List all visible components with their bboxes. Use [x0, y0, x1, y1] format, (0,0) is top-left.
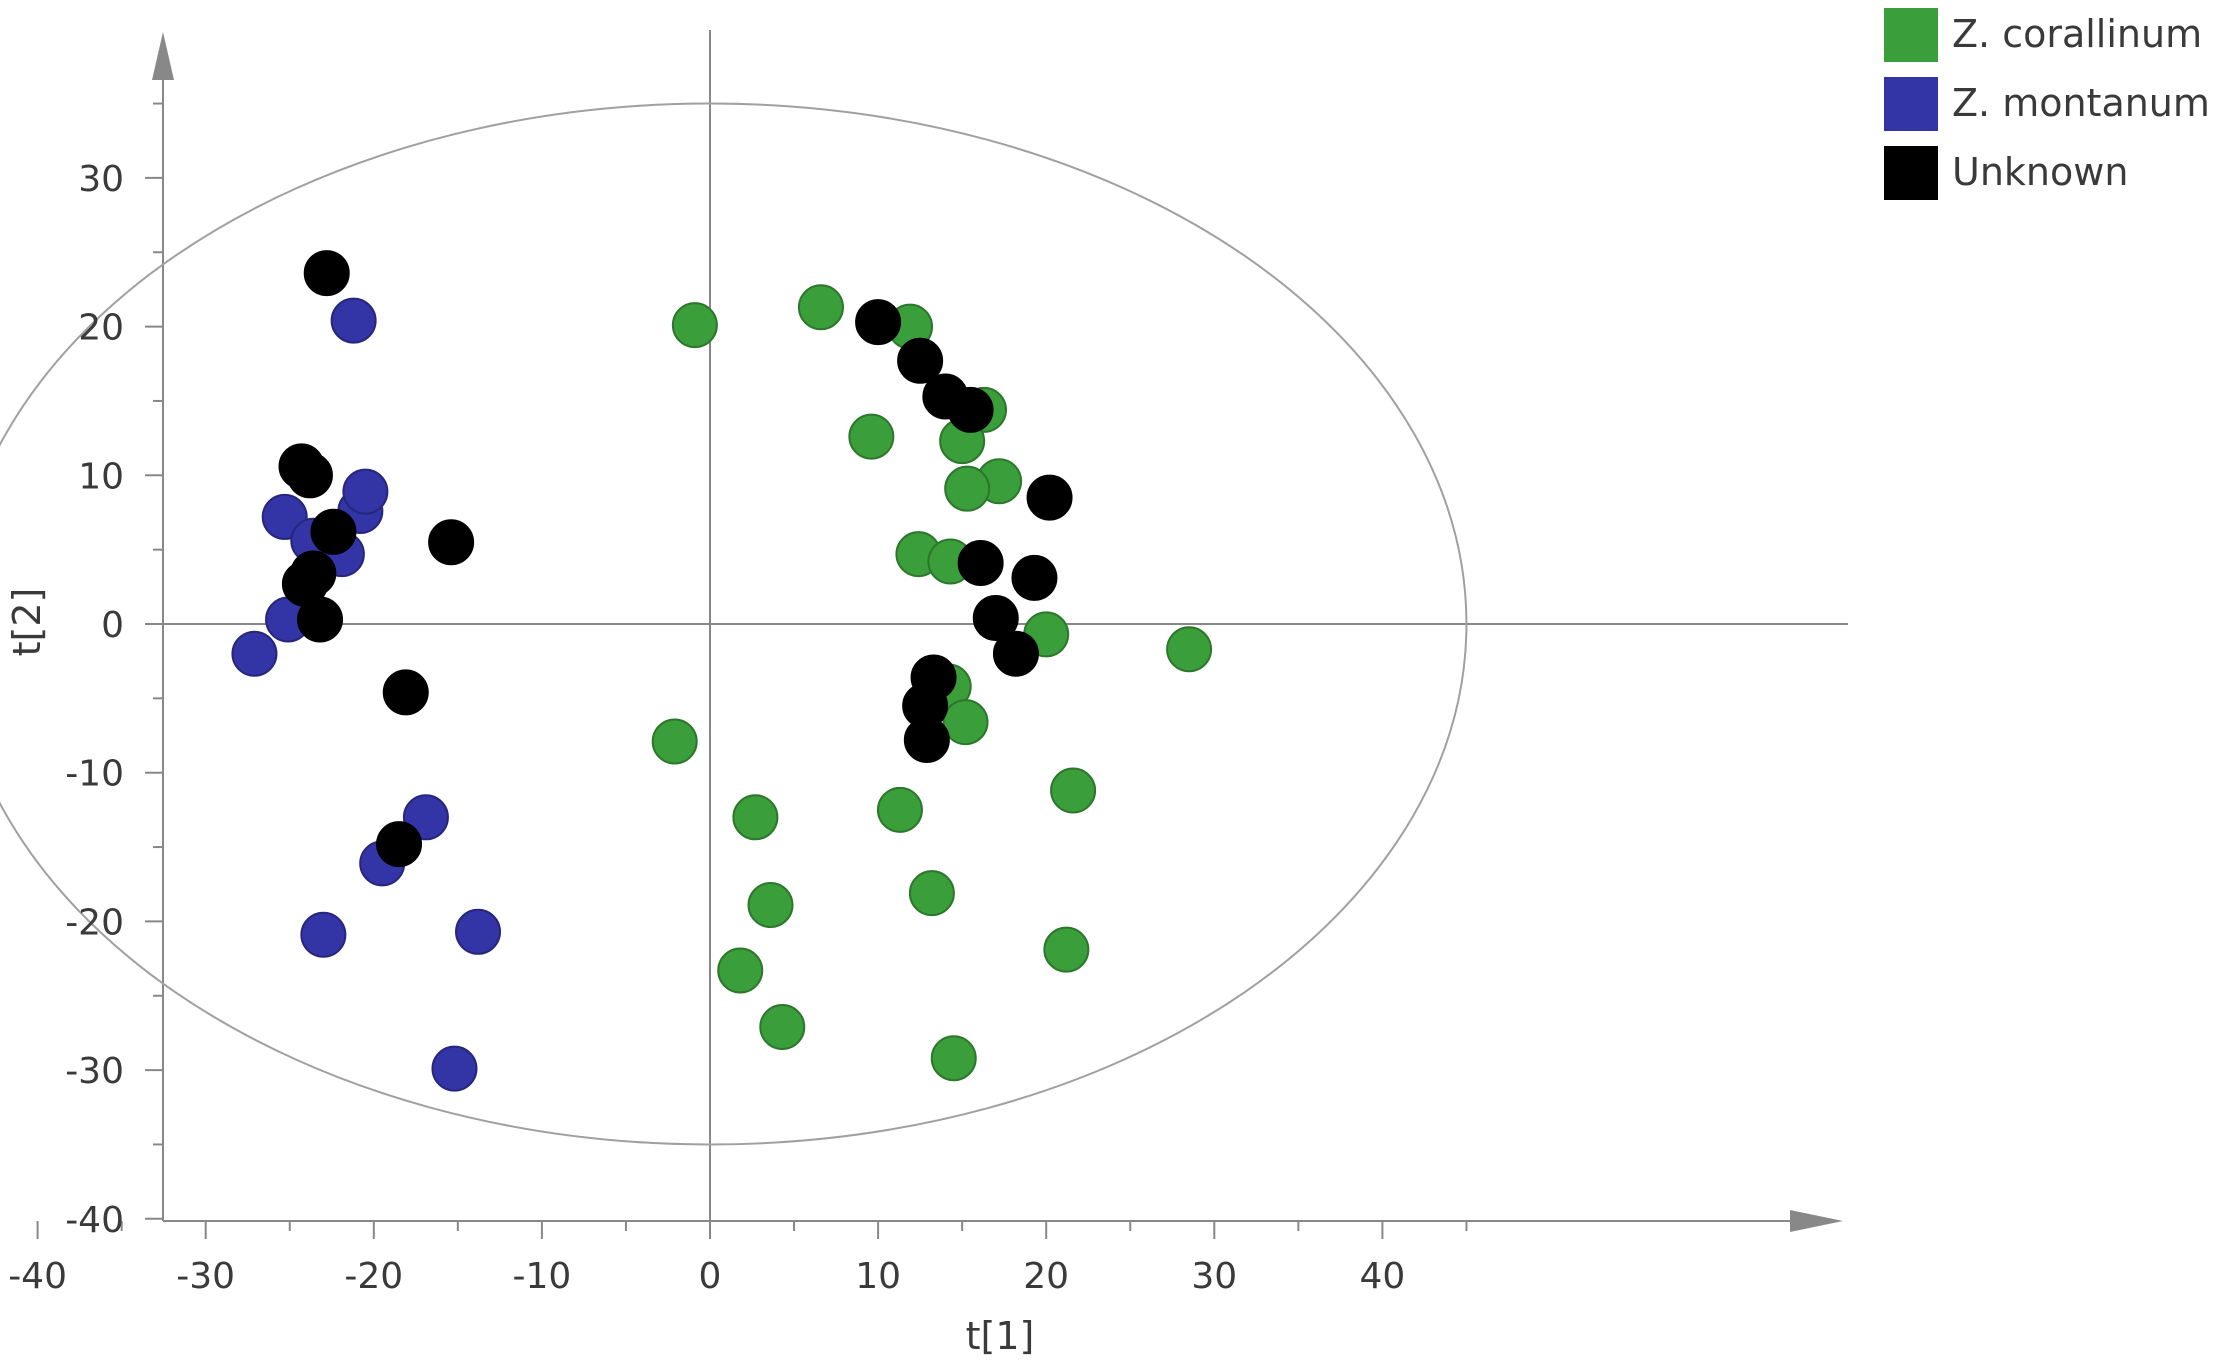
data-point-unknown — [1011, 554, 1058, 601]
data-point-z-montanum — [431, 1045, 478, 1092]
x-tick-label: 10 — [855, 1256, 901, 1297]
x-tick-label: 0 — [699, 1256, 722, 1297]
y-tick-label: -40 — [65, 1200, 124, 1241]
data-point-z-montanum — [231, 630, 278, 677]
legend-label: Z. corallinum — [1952, 12, 2202, 56]
data-point-unknown — [992, 630, 1039, 677]
x-axis-title: t[1] — [966, 1314, 1035, 1358]
x-tick-label: 30 — [1191, 1256, 1237, 1297]
legend-swatch — [1884, 8, 1938, 62]
data-point-unknown — [855, 299, 902, 346]
data-point-z-corallinum — [732, 794, 779, 841]
data-point-z-corallinum — [747, 882, 794, 929]
data-point-z-corallinum — [1166, 626, 1213, 673]
data-point-unknown — [310, 508, 357, 555]
legend-swatch — [1884, 146, 1938, 200]
x-tick-label: -40 — [8, 1256, 67, 1297]
y-axis-title: t[2] — [5, 588, 49, 657]
data-point-z-corallinum — [908, 870, 955, 917]
data-point-unknown — [897, 337, 944, 384]
data-point-z-corallinum — [930, 1035, 977, 1082]
data-point-z-montanum — [342, 468, 389, 515]
data-point-z-corallinum — [1050, 767, 1097, 814]
x-tick-label: -10 — [512, 1256, 571, 1297]
y-axis-arrow — [152, 32, 174, 80]
data-point-z-corallinum — [797, 284, 844, 331]
data-point-unknown — [957, 540, 1004, 587]
data-point-unknown — [972, 595, 1019, 642]
data-point-z-montanum — [330, 297, 377, 344]
data-point-z-corallinum — [848, 413, 895, 460]
y-tick-label: 10 — [78, 456, 124, 497]
y-tick-label: -20 — [65, 902, 124, 943]
tick-labels-layer: -50-40-30-20-10010203040-40-30-20-100102… — [8, 159, 1405, 1297]
x-axis-arrow — [1790, 1210, 1843, 1232]
data-point-z-corallinum — [717, 947, 764, 994]
legend-label: Z. montanum — [1952, 81, 2210, 125]
data-point-unknown — [428, 519, 475, 566]
data-point-z-corallinum — [1043, 926, 1090, 973]
data-point-unknown — [303, 250, 350, 297]
data-point-unknown — [903, 716, 950, 763]
data-point-z-corallinum — [651, 718, 698, 765]
hotelling-ellipse — [0, 102, 1468, 1146]
hotelling-ellipse-layer — [0, 102, 1468, 1146]
y-tick-label: -10 — [65, 754, 124, 795]
x-tick-label: -30 — [176, 1256, 235, 1297]
x-tick-label: 20 — [1023, 1256, 1069, 1297]
data-point-z-corallinum — [671, 302, 718, 349]
x-tick-label: -20 — [344, 1256, 403, 1297]
y-tick-label: -30 — [65, 1051, 124, 1092]
y-tick-label: 0 — [101, 605, 124, 646]
y-tick-label: 30 — [78, 159, 124, 200]
y-tick-label: 20 — [78, 308, 124, 349]
data-point-unknown — [1026, 474, 1073, 521]
data-point-z-montanum — [300, 911, 347, 958]
data-point-z-corallinum — [759, 1003, 806, 1050]
data-point-z-montanum — [455, 908, 502, 955]
data-point-z-corallinum — [942, 699, 989, 746]
data-point-unknown — [376, 821, 423, 868]
data-point-z-corallinum — [944, 465, 991, 512]
legend: Z. corallinum Z. montanum Unknown — [1884, 8, 2210, 200]
data-point-z-corallinum — [876, 786, 923, 833]
data-point-unknown — [382, 669, 429, 716]
data-point-unknown — [947, 386, 994, 433]
data-point-unknown — [297, 596, 344, 643]
legend-label: Unknown — [1952, 150, 2128, 194]
data-point-unknown — [286, 452, 333, 499]
x-tick-label: 40 — [1359, 1256, 1405, 1297]
legend-swatch — [1884, 77, 1938, 131]
data-points-layer — [231, 250, 1213, 1092]
